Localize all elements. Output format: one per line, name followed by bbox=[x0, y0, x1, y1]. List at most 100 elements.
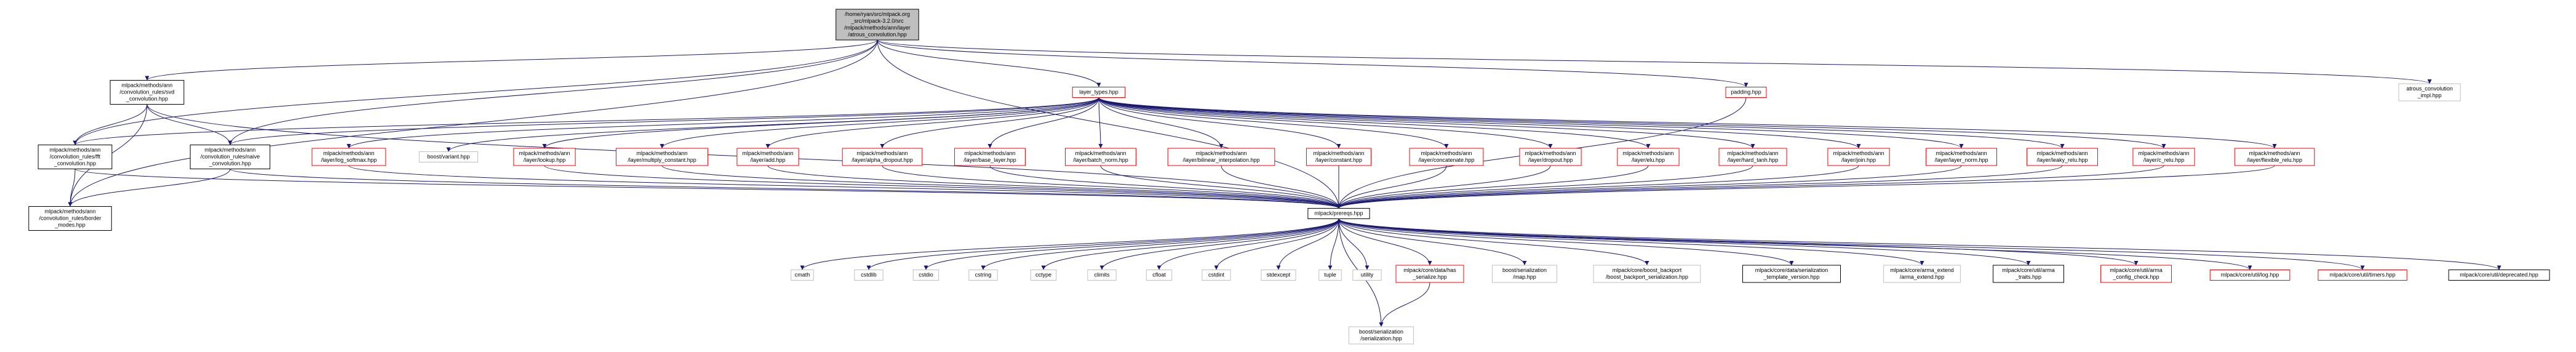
node-box bbox=[835, 9, 919, 41]
node-label: mlpack/core/arma_extend bbox=[1890, 267, 1954, 273]
node-label: mlpack/methods/ann bbox=[2036, 150, 2088, 156]
node[interactable]: mlpack/core/data/serialization_template_… bbox=[1742, 265, 1841, 283]
node[interactable]: mlpack/methods/ann/layer/bilinear_interp… bbox=[1167, 148, 1275, 166]
node[interactable]: mlpack/methods/ann/layer/log_softmax.hpp bbox=[311, 148, 386, 166]
edge bbox=[146, 104, 233, 145]
node[interactable]: mlpack/core/util/log.hpp bbox=[2209, 270, 2291, 281]
node-box bbox=[791, 270, 814, 281]
node-box bbox=[1883, 265, 1961, 283]
node-label: /atrous_convolution.hpp bbox=[848, 31, 907, 38]
node[interactable]: mlpack/core/util/timers.hpp bbox=[2318, 270, 2407, 281]
node-label: mlpack/core/util/deprecated.hpp bbox=[2460, 271, 2538, 278]
node[interactable]: mlpack/methods/ann/layer/c_relu.hpp bbox=[2132, 148, 2195, 166]
node[interactable]: mlpack/methods/ann/layer/concatenate.hpp bbox=[1409, 148, 1484, 166]
node[interactable]: mlpack/methods/ann/convolution_rules/bor… bbox=[28, 206, 112, 231]
node[interactable]: mlpack/methods/ann/layer/elu.hpp bbox=[1617, 148, 1680, 166]
node-label: mlpack/methods/ann bbox=[1727, 150, 1778, 156]
edge bbox=[661, 165, 1341, 209]
node-label: _convolution.hpp bbox=[126, 95, 168, 102]
node-label: mlpack/methods/ann bbox=[1622, 150, 1673, 156]
edge bbox=[73, 97, 1099, 145]
node-label: layer_types.hpp bbox=[1079, 89, 1119, 95]
edge bbox=[73, 104, 148, 145]
node-label: mlpack/methods/ann bbox=[636, 150, 687, 156]
edge bbox=[877, 39, 2431, 84]
node[interactable]: mlpack/methods/ann/convolution_rules/nai… bbox=[189, 145, 271, 169]
node-box bbox=[2027, 148, 2098, 166]
node-label: mlpack/methods/ann bbox=[1833, 150, 1884, 156]
node-label: cctype bbox=[1035, 271, 1051, 278]
node-label: _src/mlpack-3.2.0/src bbox=[850, 18, 904, 24]
node[interactable]: mlpack/methods/ann/layer/dropout.hpp bbox=[1519, 148, 1582, 166]
node-label: /layer/c_relu.hpp bbox=[2143, 157, 2185, 163]
node[interactable]: mlpack/methods/ann/layer/flexible_relu.h… bbox=[2234, 148, 2315, 166]
edge bbox=[1098, 97, 1651, 149]
node-label: /serialization.hpp bbox=[1360, 335, 1402, 342]
node-box bbox=[615, 148, 709, 166]
edge bbox=[1098, 97, 1553, 149]
node-box bbox=[1261, 270, 1296, 281]
node-label: /layer/base_layer.hpp bbox=[963, 157, 1016, 163]
nodes: /home/ryan/src/mlpack.org_src/mlpack-3.2… bbox=[28, 9, 2550, 345]
node[interactable]: mlpack/methods/ann/layer/add.hpp bbox=[736, 148, 799, 166]
node-label: _template_version.hpp bbox=[1763, 274, 1819, 280]
node-box bbox=[1993, 265, 2064, 283]
node: tuple bbox=[1318, 270, 1342, 281]
node[interactable]: mlpack/methods/ann/layer/alpha_dropout.h… bbox=[842, 148, 923, 166]
node[interactable]: layer_types.hpp bbox=[1072, 87, 1126, 98]
node-label: /map.hpp bbox=[1513, 274, 1536, 280]
edge bbox=[1338, 218, 1649, 266]
node[interactable]: mlpack/methods/ann/layer/leaky_relu.hpp bbox=[2027, 148, 2098, 166]
node-box bbox=[1030, 270, 1057, 281]
node-box bbox=[1348, 326, 1414, 345]
edge bbox=[1338, 218, 2502, 270]
node-label: _convolution.hpp bbox=[54, 160, 96, 166]
node: cfloat bbox=[1146, 270, 1173, 281]
edge bbox=[880, 97, 1099, 149]
edge bbox=[877, 39, 1749, 87]
node[interactable]: padding.hpp bbox=[1725, 87, 1767, 98]
node-label: /layer/alpha_dropout.hpp bbox=[851, 157, 913, 163]
node[interactable]: mlpack/core/data/has_serialize.hpp bbox=[1395, 265, 1464, 283]
node-box bbox=[1065, 148, 1136, 166]
node-box bbox=[1318, 270, 1342, 281]
edge bbox=[1338, 218, 1527, 266]
node-box bbox=[1146, 270, 1173, 281]
node[interactable]: mlpack/methods/ann/layer/multiply_consta… bbox=[615, 148, 709, 166]
edge bbox=[1098, 97, 1861, 149]
node-box bbox=[110, 80, 185, 105]
node[interactable]: mlpack/methods/ann/layer/layer_norm.hpp bbox=[1926, 148, 1997, 166]
node-label: /layer/batch_norm.hpp bbox=[1073, 157, 1128, 163]
node-box bbox=[1409, 148, 1484, 166]
node-label: /convolution_rules/fft bbox=[50, 153, 101, 159]
node[interactable]: mlpack/methods/ann/layer/base_layer.hpp bbox=[954, 148, 1026, 166]
node[interactable]: mlpack/methods/ann/convolution_rules/fft… bbox=[38, 145, 113, 169]
node-label: cstdio bbox=[919, 271, 933, 278]
node[interactable]: mlpack/methods/ann/layer/lookup.hpp bbox=[513, 148, 576, 166]
node[interactable]: mlpack/methods/ann/layer/join.hpp bbox=[1827, 148, 1890, 166]
node-label: /layer/elu.hpp bbox=[1632, 157, 1665, 163]
edge bbox=[1338, 218, 1432, 266]
node[interactable]: mlpack/methods/ann/layer/constant.hpp bbox=[1306, 148, 1372, 166]
node-box bbox=[954, 148, 1026, 166]
node[interactable]: mlpack/methods/ann/convolution_rules/svd… bbox=[110, 80, 185, 105]
node[interactable]: mlpack/core/util/deprecated.hpp bbox=[2448, 270, 2550, 281]
edge bbox=[145, 39, 878, 81]
node-label: mlpack/methods/ann bbox=[49, 146, 100, 153]
node[interactable]: mlpack/core/util/arma_traits.hpp bbox=[1993, 265, 2064, 283]
node-box bbox=[854, 270, 883, 281]
edge bbox=[1379, 282, 1430, 327]
node-label: _serialize.hpp bbox=[1412, 274, 1447, 280]
node[interactable]: mlpack/core/util/arma_config_check.hpp bbox=[2100, 265, 2172, 283]
node[interactable]: mlpack/methods/ann/layer/batch_norm.hpp bbox=[1065, 148, 1136, 166]
node[interactable]: mlpack/prereqs.hpp bbox=[1307, 208, 1370, 219]
edge bbox=[1338, 218, 2252, 270]
edge bbox=[542, 97, 1099, 149]
node-label: mlpack/methods/ann bbox=[1195, 150, 1246, 156]
node-label: utility bbox=[1361, 271, 1374, 278]
node-label: /layer/lookup.hpp bbox=[524, 157, 566, 163]
node-label: mlpack/methods/ann bbox=[121, 82, 172, 88]
edge bbox=[68, 39, 878, 207]
node[interactable]: mlpack/methods/ann/layer/hard_tanh.hpp bbox=[1718, 148, 1787, 166]
